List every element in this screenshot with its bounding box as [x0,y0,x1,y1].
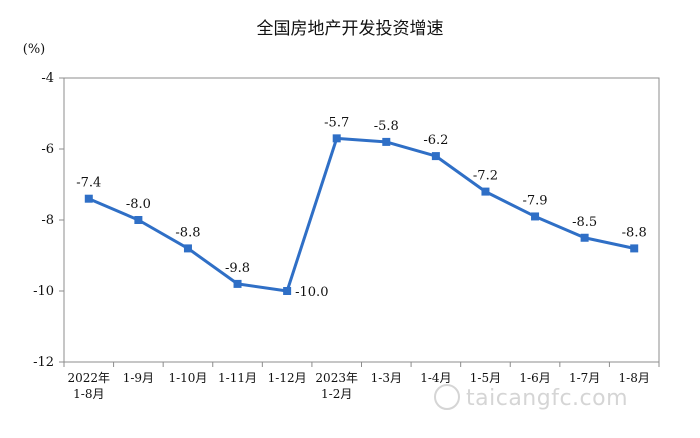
data-point [382,137,391,146]
x-category-label-line: 1-7月 [569,371,600,385]
x-category-label-line: 1-11月 [218,371,257,385]
x-category-label-line: 1-3月 [371,371,402,385]
x-category-label: 1-4月 [420,371,451,385]
y-tick-label: -10 [33,284,54,299]
x-category-label: 1-9月 [123,371,154,385]
data-label: -8.0 [126,197,151,212]
data-point [531,212,540,221]
data-point [84,194,93,203]
series-line [87,136,636,293]
data-label: -8.5 [572,215,597,230]
watermark-logo-icon [434,384,460,410]
data-point [481,187,490,196]
x-category-label: 1-6月 [519,371,550,385]
x-category-label: 1-5月 [470,371,501,385]
x-category-label: 1-7月 [569,371,600,385]
data-point [183,244,192,253]
data-label: -9.8 [225,261,250,276]
y-tick-label: -6 [41,142,54,157]
x-category-label: 1-10月 [168,371,207,385]
x-category-label-line: 2023年 [315,371,358,385]
x-category-label-line: 1-2月 [321,387,352,401]
plot-frame [63,77,660,363]
x-category-label-line: 1-8月 [73,387,104,401]
x-category-label-line: 1-6月 [519,371,550,385]
data-label: -10.0 [295,285,328,300]
data-point [283,287,292,295]
y-tick-label: -8 [41,213,54,228]
data-point [580,233,589,242]
x-category-label: 1-8月 [619,371,650,385]
data-point [134,216,143,224]
y-tick-label: -12 [33,355,54,370]
data-label: -7.2 [473,169,498,184]
x-category-label-line: 1-5月 [470,371,501,385]
data-label: -5.8 [374,119,399,134]
y-axis-unit-label: (%) [23,42,46,57]
data-label: -8.8 [622,225,647,240]
x-category-label: 2022年 1-8月 [68,371,111,401]
x-category-label-line: 1-10月 [168,371,207,385]
data-label: -5.7 [324,115,349,130]
data-point [431,152,440,161]
watermark: taicangfc.com [434,384,629,412]
chart-title: 全国房地产开发投资增速 [256,19,444,39]
watermark-text: taicangfc.com [466,386,629,411]
data-point [233,279,242,288]
x-category-label-line: 2022年 [68,371,111,385]
data-label: -7.9 [523,193,548,208]
y-tick-label: -4 [41,71,54,86]
x-category-label: 2023年 1-2月 [315,371,358,401]
x-category-label-line: 1-4月 [420,371,451,385]
data-point [630,244,639,253]
x-category-label: 1-12月 [268,371,307,385]
data-point [332,134,341,143]
x-category-label-line: 1-12月 [268,371,307,385]
data-label: -7.4 [76,176,101,191]
x-category-label-line: 1-8月 [619,371,650,385]
x-category-label-line: 1-9月 [123,371,154,385]
data-label: -6.2 [423,133,448,148]
x-category-label: 1-11月 [218,371,257,385]
x-category-label: 1-3月 [371,371,402,385]
data-label: -8.8 [175,225,200,240]
